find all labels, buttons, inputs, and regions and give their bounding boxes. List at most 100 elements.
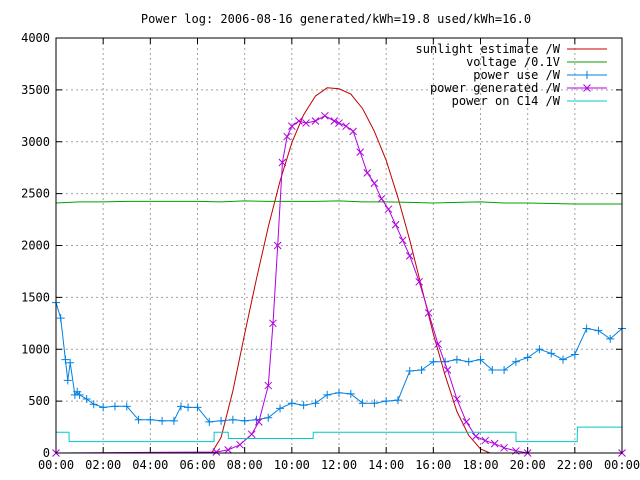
data-point-plus: [205, 417, 214, 426]
data-point-plus: [56, 314, 65, 323]
data-point-plus: [488, 366, 497, 374]
data-point-cross: [283, 132, 291, 141]
legend-entry: voltage /0.1V: [466, 55, 607, 69]
axes: 0 500 1000 1500 2000 2500 3000 3500 4000 00:00 02:…: [21, 31, 640, 472]
data-point-cross: [273, 241, 282, 250]
data-point-plus: [184, 403, 193, 412]
series-line: [55, 200, 622, 205]
data-point-plus: [158, 416, 167, 425]
data-point-cross: [320, 111, 329, 120]
data-point-cross: [236, 440, 244, 449]
x-tick-label: 00:00: [38, 458, 74, 472]
x-tick-label: 08:00: [227, 458, 263, 472]
data-point-cross: [405, 252, 414, 260]
legend-label: power on C14 /W: [452, 94, 561, 108]
legend-label: power generated /W: [430, 81, 561, 95]
data-point-cross: [349, 127, 358, 136]
data-point-plus: [228, 415, 237, 424]
data-point-cross: [453, 395, 461, 403]
y-tick-label: 1500: [21, 290, 50, 304]
legend-entry: power generated /W: [430, 81, 607, 95]
data-point-plus: [452, 355, 461, 364]
y-tick-label: 0: [43, 446, 50, 460]
data-point-plus: [476, 355, 485, 364]
x-tick-label: 04:00: [132, 458, 168, 472]
y-tick-label: 3000: [21, 135, 50, 149]
data-point-plus: [99, 403, 108, 412]
series-2: [55, 200, 622, 205]
data-point-plus: [134, 415, 143, 424]
data-point-plus: [264, 413, 273, 422]
legend-entry: sunlight estimate /W: [416, 42, 607, 56]
data-point-plus: [311, 399, 320, 408]
data-point-plus: [405, 367, 414, 376]
data-point-cross: [330, 117, 339, 125]
legend-label: voltage /0.1V: [466, 55, 560, 69]
x-tick-label: 06:00: [179, 458, 215, 472]
x-tick-label: 00:00: [604, 458, 640, 472]
data-point-plus: [583, 71, 591, 79]
data-point-plus: [146, 415, 155, 424]
y-tick-label: 2500: [21, 187, 50, 201]
chart-title: Power log: 2006-08-16 generated/kWh=19.8…: [141, 12, 531, 26]
data-point-plus: [535, 345, 544, 354]
legend-entry: power use /W: [473, 68, 607, 82]
x-tick-label: 16:00: [415, 458, 451, 472]
data-point-plus: [193, 403, 202, 412]
data-point-cross: [278, 158, 287, 167]
data-point-cross: [212, 448, 221, 456]
data-point-cross: [302, 119, 310, 127]
y-tick-label: 3500: [21, 83, 50, 97]
data-point-plus: [299, 401, 308, 410]
data-point-plus: [61, 355, 70, 364]
data-point-cross: [398, 236, 407, 245]
data-point-plus: [559, 355, 568, 364]
data-point-cross: [500, 443, 508, 452]
legend-label: sunlight estimate /W: [416, 42, 561, 56]
data-point-cross: [391, 220, 400, 229]
data-point-cross: [443, 366, 452, 374]
data-point-cross: [247, 430, 256, 439]
legend-entry: power on C14 /W: [452, 94, 607, 108]
data-point-cross: [295, 117, 303, 125]
x-tick-label: 20:00: [510, 458, 546, 472]
data-point-plus: [417, 366, 426, 374]
data-point-cross: [363, 169, 372, 177]
x-tick-label: 18:00: [462, 458, 498, 472]
data-point-cross: [254, 418, 263, 426]
series-3: [52, 298, 626, 426]
y-tick-label: 2000: [21, 239, 50, 253]
data-point-plus: [582, 324, 591, 333]
data-point-plus: [606, 334, 615, 343]
data-point-cross: [384, 205, 393, 214]
data-point-cross: [434, 340, 442, 348]
data-point-plus: [523, 353, 532, 362]
data-point-plus: [169, 416, 178, 425]
series-line: [211, 87, 491, 454]
data-point-plus: [393, 396, 402, 405]
series-4: [52, 111, 626, 457]
data-point-cross: [342, 122, 350, 131]
data-point-cross: [424, 309, 433, 317]
data-point-plus: [110, 402, 119, 411]
grid-lines: [56, 38, 622, 453]
data-point-plus: [122, 402, 131, 411]
y-tick-label: 1000: [21, 342, 50, 356]
data-point-cross: [287, 122, 296, 131]
data-point-plus: [66, 358, 75, 367]
data-point-cross: [462, 418, 471, 426]
data-point-plus: [594, 326, 603, 335]
data-point-plus: [547, 349, 556, 358]
data-point-plus: [500, 366, 509, 374]
data-point-cross: [481, 436, 490, 445]
data-point-plus: [82, 395, 91, 404]
data-point-plus: [63, 376, 72, 385]
data-point-cross: [490, 439, 499, 448]
data-point-plus: [358, 399, 367, 408]
data-point-cross: [264, 381, 273, 390]
x-tick-label: 12:00: [321, 458, 357, 472]
data-point-cross: [370, 179, 379, 188]
data-point-cross: [377, 194, 386, 203]
data-point-cross: [335, 119, 343, 127]
